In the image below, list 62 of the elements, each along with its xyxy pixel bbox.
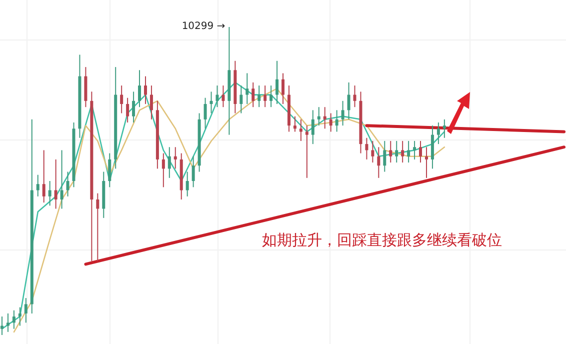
candlestick (174, 146, 177, 170)
candlestick (6, 312, 10, 332)
candlestick (216, 85, 219, 108)
candlestick (323, 106, 326, 130)
annotation: 10299 → (182, 21, 226, 32)
candlestick (192, 156, 195, 188)
candlestick (317, 106, 320, 126)
candlestick (108, 152, 112, 188)
candlestick (264, 85, 267, 108)
candlestick (335, 110, 338, 132)
candlestick (36, 174, 40, 197)
candlestick (42, 150, 46, 204)
candlestick (204, 97, 207, 130)
candlestick (168, 146, 171, 178)
candlestick (66, 171, 70, 197)
candlestick (162, 152, 165, 188)
candlestick (126, 97, 130, 123)
candlestick (299, 118, 302, 142)
candlestick (240, 85, 243, 114)
candlestick (436, 122, 440, 145)
candlestick (54, 158, 58, 210)
candlestick (413, 140, 416, 160)
candlestick (311, 110, 314, 145)
candlestick (341, 100, 344, 126)
candlestick (347, 82, 350, 120)
candlestick (222, 85, 225, 108)
candlestick (138, 70, 142, 108)
candlestick (120, 85, 124, 114)
candlestick (389, 140, 392, 164)
candlestick (276, 60, 279, 104)
candlestick (96, 192, 100, 262)
candlestick (258, 85, 261, 108)
candlestick (252, 82, 255, 108)
candlestick (186, 171, 189, 197)
candlestick (150, 85, 153, 120)
candlestick (60, 150, 64, 210)
candlestick (329, 112, 332, 132)
candlestick (442, 118, 446, 138)
candlestick (246, 72, 249, 104)
candlestick (365, 137, 368, 160)
candlestick (395, 140, 398, 164)
candlestick (305, 125, 308, 178)
candlestick (12, 310, 16, 330)
candlestick (293, 116, 296, 132)
candlestick (424, 146, 428, 178)
candlestick (270, 85, 273, 108)
candlestick (419, 140, 422, 164)
candlestick (144, 76, 147, 104)
candlestick (353, 85, 356, 108)
candlestick (377, 146, 380, 178)
candlestick (371, 140, 374, 164)
annotation: 如期拉升，回踩直接跟多继续看破位 (262, 231, 502, 249)
candlestick (48, 180, 52, 206)
candlestick (407, 140, 410, 164)
candlestick (132, 91, 136, 123)
candlestick (18, 306, 22, 326)
candlestick (383, 140, 386, 172)
candlestick (24, 298, 28, 324)
candlestick (0, 316, 4, 336)
candlestick (401, 140, 404, 164)
candlestick (210, 91, 213, 114)
candlestick (282, 72, 284, 104)
